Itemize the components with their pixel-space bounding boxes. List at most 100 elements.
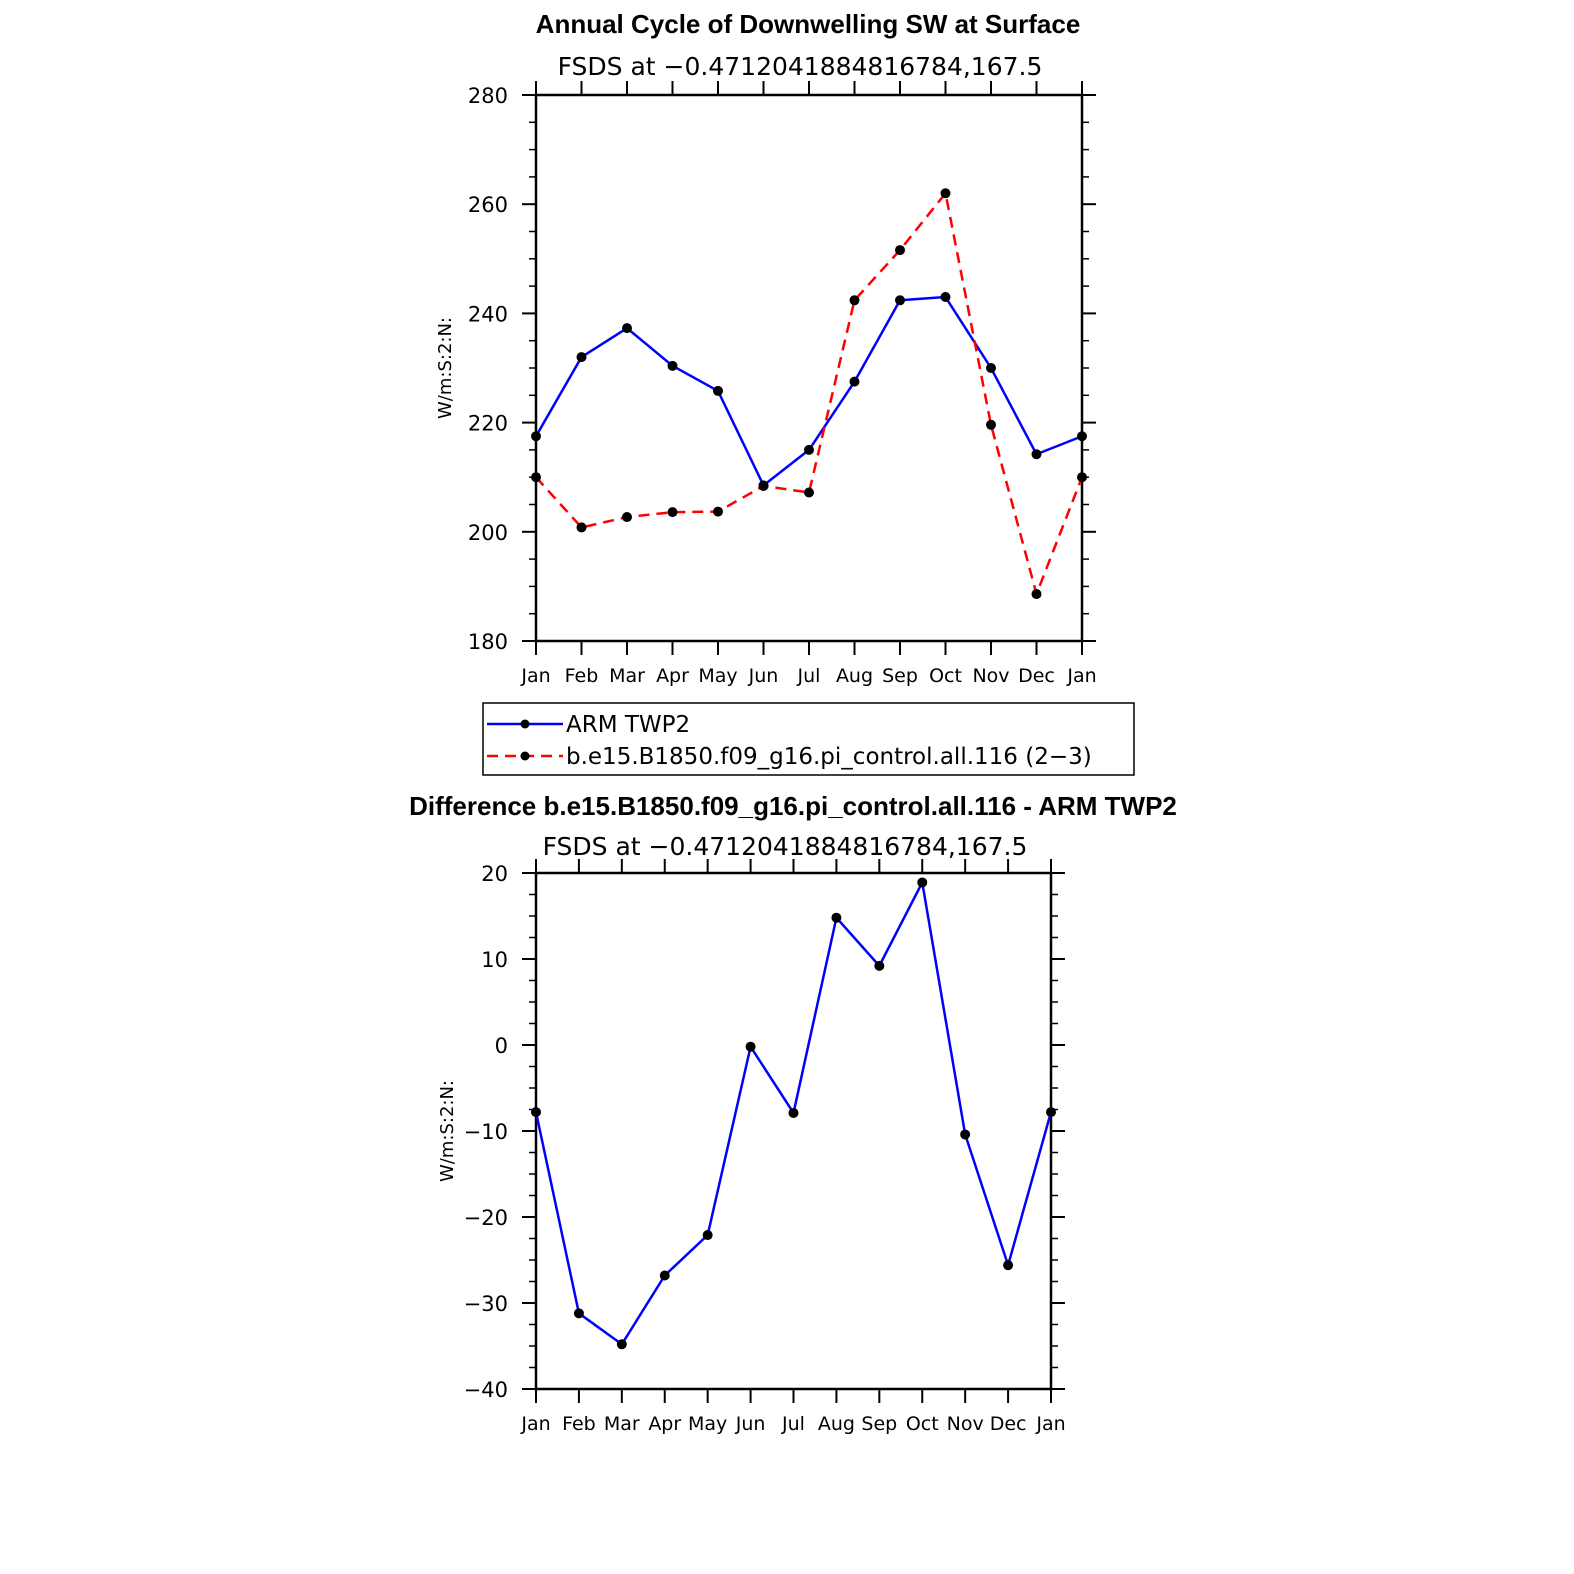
y-tick-label: 10 bbox=[481, 948, 508, 972]
x-tick-label: Aug bbox=[818, 1413, 855, 1435]
x-tick-label: Dec bbox=[1018, 665, 1055, 687]
data-point bbox=[659, 1270, 670, 1281]
x-tick-label: Nov bbox=[947, 1413, 984, 1435]
data-point bbox=[622, 512, 632, 523]
data-point bbox=[895, 245, 905, 256]
series-layer bbox=[531, 877, 1056, 1350]
axes-ticks: Jan Feb Mar Apr May Jun Jul Aug Sep Oct Nov Dec Jan−… bbox=[464, 859, 1066, 1435]
x-tick-label: Jun bbox=[735, 1413, 766, 1435]
x-tick-label: Oct bbox=[906, 1413, 939, 1435]
y-tick-label: 280 bbox=[468, 84, 508, 108]
x-tick-label: Sep bbox=[882, 665, 918, 687]
annual-cycle-chart: Annual Cycle of Downwelling SW at Surfac… bbox=[435, 9, 1135, 776]
x-tick-label: Apr bbox=[648, 1413, 681, 1435]
legend-label-arm: ARM TWP2 bbox=[566, 712, 690, 738]
data-point bbox=[702, 1230, 713, 1241]
y-tick-label: 260 bbox=[468, 193, 508, 217]
data-point bbox=[576, 522, 587, 533]
x-tick-label: Oct bbox=[929, 665, 962, 687]
data-point bbox=[1077, 431, 1087, 442]
chart-subtitle: FSDS at −0.4712041884816784,167.5 bbox=[543, 832, 1028, 861]
data-point bbox=[616, 1339, 627, 1350]
data-point bbox=[804, 444, 814, 455]
x-tick-label: Feb bbox=[562, 1413, 596, 1435]
data-point bbox=[667, 360, 678, 371]
x-tick-label: May bbox=[698, 665, 737, 687]
y-tick-label: 180 bbox=[468, 630, 508, 654]
legend: ARM TWP2 b.e15.B1850.f09_g16.pi_control.… bbox=[482, 702, 1135, 776]
data-point bbox=[874, 960, 885, 971]
x-tick-label: Jan bbox=[520, 665, 550, 687]
legend-marker-model bbox=[520, 751, 530, 761]
x-tick-label: Jul bbox=[797, 665, 821, 687]
data-point bbox=[745, 1041, 756, 1052]
data-point bbox=[713, 385, 723, 396]
x-tick-label: Mar bbox=[609, 665, 645, 687]
data-point bbox=[986, 419, 996, 430]
x-tick-label: Jul bbox=[781, 1413, 805, 1435]
data-point bbox=[940, 292, 951, 303]
data-point bbox=[1031, 589, 1042, 600]
x-tick-label: Aug bbox=[836, 665, 873, 687]
data-point bbox=[531, 472, 541, 483]
data-point bbox=[1031, 449, 1042, 460]
y-tick-label: −40 bbox=[464, 1378, 508, 1402]
x-tick-label: Jun bbox=[748, 665, 779, 687]
legend-label-model: b.e15.B1850.f09_g16.pi_control.all.116 (… bbox=[566, 744, 1092, 770]
series-line-0 bbox=[534, 295, 1083, 487]
x-tick-label: Sep bbox=[861, 1413, 897, 1435]
y-tick-label: 20 bbox=[481, 862, 508, 886]
data-point bbox=[1046, 1107, 1056, 1118]
data-point bbox=[849, 295, 860, 306]
y-tick-label: 200 bbox=[468, 521, 508, 545]
data-point bbox=[986, 363, 996, 373]
x-tick-label: Jan bbox=[1035, 1413, 1065, 1435]
data-point bbox=[831, 912, 842, 923]
chart-title: Difference b.e15.B1850.f09_g16.pi_contro… bbox=[409, 791, 1177, 821]
legend-marker-arm bbox=[520, 719, 530, 729]
y-tick-label: 240 bbox=[468, 302, 508, 326]
data-point bbox=[576, 352, 587, 363]
x-tick-label: Feb bbox=[565, 665, 599, 687]
series-layer bbox=[531, 188, 1087, 600]
x-tick-label: Mar bbox=[604, 1413, 640, 1435]
y-axis-label: W/m:S:2:N: bbox=[437, 1080, 458, 1182]
y-tick-label: −10 bbox=[464, 1120, 508, 1144]
series-line-1 bbox=[535, 192, 1084, 596]
x-tick-label: Jan bbox=[520, 1413, 550, 1435]
plot-frame bbox=[534, 93, 1084, 643]
y-tick-label: 0 bbox=[495, 1034, 508, 1058]
data-point bbox=[960, 1129, 971, 1140]
chart-subtitle: FSDS at −0.4712041884816784,167.5 bbox=[558, 52, 1043, 81]
data-point bbox=[1003, 1260, 1014, 1271]
data-point bbox=[531, 1107, 541, 1118]
x-tick-label: Jan bbox=[1066, 665, 1096, 687]
plot-frame bbox=[534, 871, 1053, 1391]
data-point bbox=[713, 506, 723, 517]
data-point bbox=[622, 323, 632, 334]
x-tick-label: May bbox=[688, 1413, 727, 1435]
y-tick-label: −30 bbox=[464, 1292, 508, 1316]
y-tick-label: −20 bbox=[464, 1206, 508, 1230]
data-point bbox=[940, 188, 951, 199]
data-point bbox=[1077, 472, 1087, 483]
data-point bbox=[758, 480, 769, 491]
data-point bbox=[917, 877, 928, 888]
x-tick-label: Nov bbox=[972, 665, 1009, 687]
axes-ticks: Jan Feb Mar Apr May Jun Jul Aug Sep Oct Nov Dec Jan 1… bbox=[468, 81, 1097, 687]
x-tick-label: Apr bbox=[656, 665, 689, 687]
data-point bbox=[804, 487, 814, 498]
data-point bbox=[667, 507, 678, 518]
difference-chart: Difference b.e15.B1850.f09_g16.pi_contro… bbox=[409, 791, 1177, 1435]
y-tick-label: 220 bbox=[468, 412, 508, 436]
y-axis-label: W/m:S:2:N: bbox=[435, 317, 456, 419]
x-tick-label: Dec bbox=[990, 1413, 1027, 1435]
data-point bbox=[895, 295, 905, 306]
data-point bbox=[531, 431, 541, 442]
data-point bbox=[573, 1308, 584, 1319]
data-point bbox=[788, 1107, 799, 1118]
legend-box bbox=[482, 702, 1135, 776]
data-point bbox=[849, 376, 860, 387]
chart-title: Annual Cycle of Downwelling SW at Surfac… bbox=[536, 9, 1081, 39]
